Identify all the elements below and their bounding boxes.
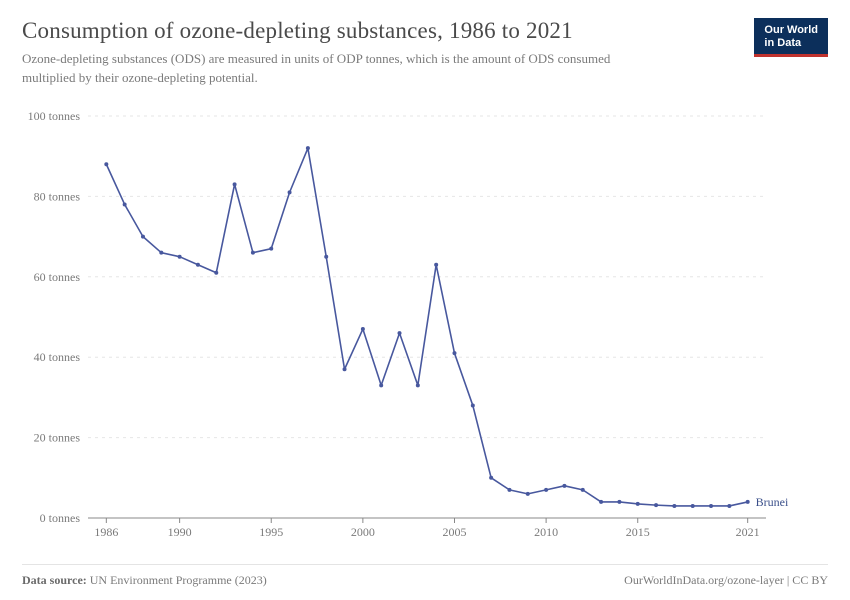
line-chart: 0 tonnes 20 tonnes 40 tonnes 60 tonnes 80 to… <box>22 106 828 546</box>
svg-text:2021: 2021 <box>736 525 760 539</box>
svg-text:20 tonnes: 20 tonnes <box>34 430 81 444</box>
svg-text:2015: 2015 <box>626 525 650 539</box>
page-title: Consumption of ozone-depleting substance… <box>22 18 662 44</box>
svg-text:0 tonnes: 0 tonnes <box>40 511 81 525</box>
svg-text:80 tonnes: 80 tonnes <box>34 189 81 203</box>
owid-logo: Our World in Data <box>754 18 828 57</box>
svg-text:40 tonnes: 40 tonnes <box>34 350 81 364</box>
svg-text:60 tonnes: 60 tonnes <box>34 269 81 283</box>
svg-text:2010: 2010 <box>534 525 558 539</box>
svg-text:100 tonnes: 100 tonnes <box>28 109 81 123</box>
page-subtitle: Ozone-depleting substances (ODS) are mea… <box>22 50 662 88</box>
svg-text:1986: 1986 <box>94 525 118 539</box>
footer: Data source: UN Environment Programme (2… <box>22 564 828 588</box>
svg-text:2000: 2000 <box>351 525 375 539</box>
data-source: Data source: UN Environment Programme (2… <box>22 573 267 588</box>
svg-text:1995: 1995 <box>259 525 283 539</box>
svg-text:2005: 2005 <box>442 525 466 539</box>
attribution: OurWorldInData.org/ozone-layer | CC BY <box>624 573 828 588</box>
chart-area: 0 tonnes 20 tonnes 40 tonnes 60 tonnes 80 to… <box>22 106 828 546</box>
svg-text:1990: 1990 <box>168 525 192 539</box>
svg-text:Brunei: Brunei <box>756 495 789 509</box>
